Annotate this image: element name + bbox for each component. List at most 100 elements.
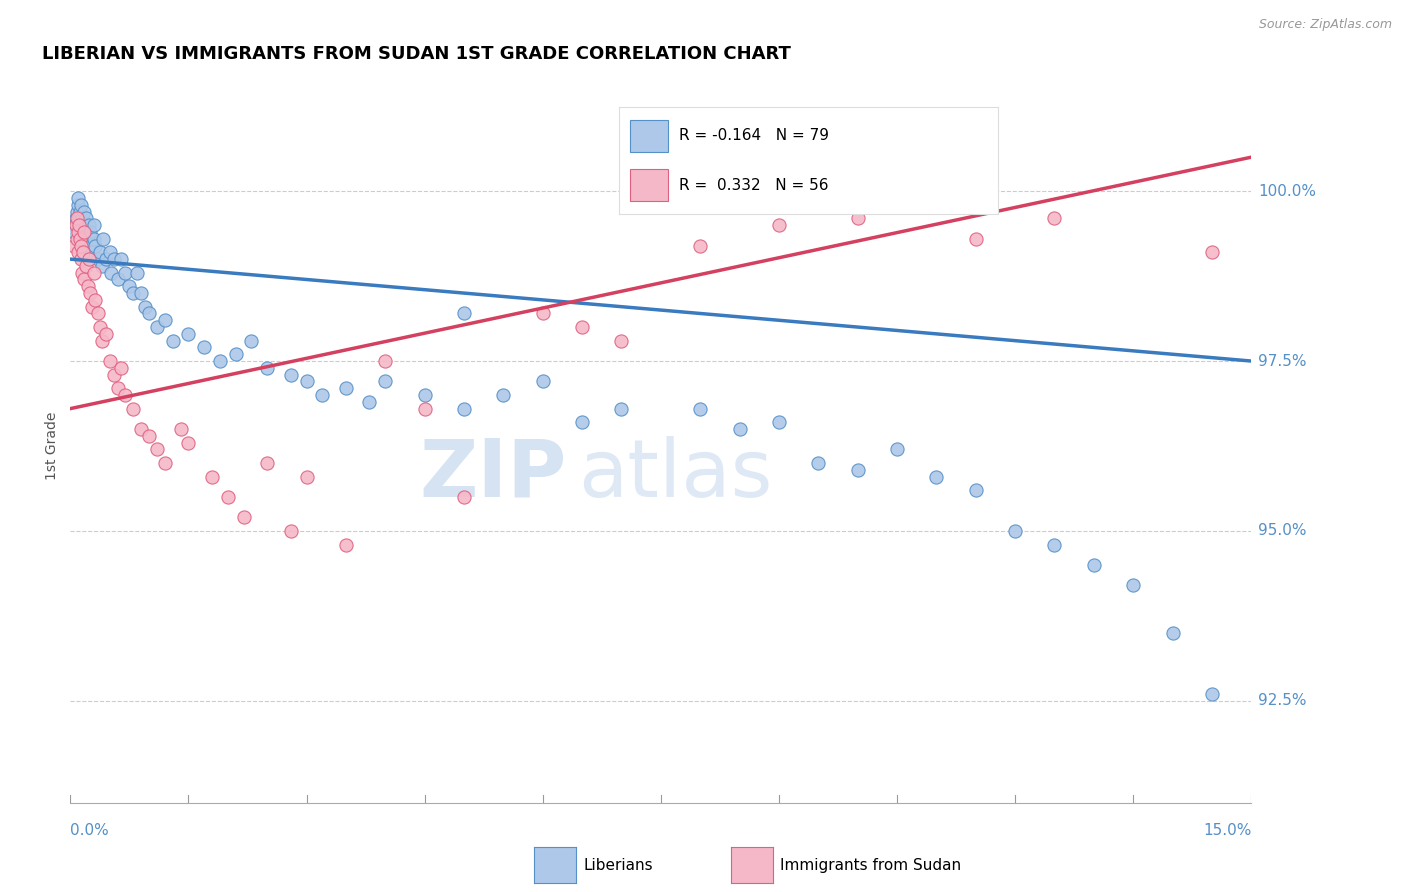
Point	[1043, 211, 1066, 226]
Point	[67, 191, 90, 205]
Point	[66, 211, 89, 226]
Point	[67, 198, 90, 212]
Point	[65, 232, 87, 246]
Point	[72, 245, 94, 260]
Point	[83, 266, 105, 280]
Point	[79, 225, 101, 239]
Point	[70, 266, 93, 280]
Point	[94, 326, 117, 341]
Point	[82, 300, 104, 314]
Point	[80, 238, 103, 252]
Point	[768, 415, 790, 429]
Point	[77, 252, 100, 266]
Point	[73, 204, 96, 219]
Point	[134, 300, 156, 314]
Point	[217, 490, 239, 504]
Point	[1201, 245, 1223, 260]
Point	[93, 232, 115, 246]
Point	[374, 375, 396, 389]
Point	[84, 238, 107, 252]
Point	[846, 463, 869, 477]
Point	[73, 232, 96, 246]
Text: Liberians: Liberians	[583, 858, 654, 872]
Text: R =  0.332   N = 56: R = 0.332 N = 56	[679, 178, 830, 193]
Point	[77, 218, 100, 232]
Point	[177, 435, 200, 450]
Point	[75, 259, 97, 273]
Text: Source: ZipAtlas.com: Source: ZipAtlas.com	[1258, 18, 1392, 31]
Point	[925, 469, 948, 483]
Point	[98, 354, 121, 368]
Text: atlas: atlas	[578, 435, 772, 514]
Point	[118, 279, 141, 293]
Point	[122, 286, 145, 301]
Y-axis label: 1st Grade: 1st Grade	[45, 412, 59, 480]
Point	[280, 368, 302, 382]
Point	[146, 320, 169, 334]
Point	[76, 232, 98, 246]
Point	[70, 211, 93, 226]
Point	[82, 245, 104, 260]
Point	[90, 259, 112, 273]
Point	[453, 401, 475, 416]
Point	[89, 320, 111, 334]
Point	[453, 490, 475, 504]
Point	[413, 388, 436, 402]
Point	[256, 456, 278, 470]
Point	[1161, 626, 1184, 640]
Point	[63, 225, 86, 239]
Point	[768, 218, 790, 232]
Point	[846, 211, 869, 226]
Point	[146, 442, 169, 457]
Bar	[630, 120, 668, 152]
Point	[129, 286, 152, 301]
Point	[69, 252, 91, 266]
Point	[138, 429, 160, 443]
Point	[208, 354, 231, 368]
Point	[225, 347, 247, 361]
Point	[1201, 687, 1223, 701]
Point	[65, 218, 87, 232]
Point	[67, 218, 90, 232]
Point	[256, 360, 278, 375]
Point	[129, 422, 152, 436]
Point	[83, 232, 105, 246]
Point	[103, 368, 125, 382]
Text: 92.5%: 92.5%	[1258, 693, 1306, 708]
Point	[571, 320, 593, 334]
Point	[122, 401, 145, 416]
Point	[177, 326, 200, 341]
Point	[107, 381, 129, 395]
Point	[70, 198, 93, 212]
Point	[73, 225, 96, 239]
Point	[138, 306, 160, 320]
Point	[1004, 524, 1026, 538]
Point	[76, 279, 98, 293]
Point	[70, 225, 93, 239]
Text: 15.0%: 15.0%	[1204, 823, 1251, 838]
Point	[531, 375, 554, 389]
Point	[1122, 578, 1144, 592]
Text: 97.5%: 97.5%	[1258, 353, 1306, 368]
Point	[965, 232, 987, 246]
Point	[73, 272, 96, 286]
Point	[169, 422, 191, 436]
Point	[107, 272, 129, 286]
Point	[67, 225, 90, 239]
Point	[70, 238, 93, 252]
Point	[886, 442, 908, 457]
Point	[67, 245, 90, 260]
Point	[311, 388, 333, 402]
Point	[98, 245, 121, 260]
Point	[65, 204, 87, 219]
Point	[65, 211, 87, 226]
Point	[610, 334, 633, 348]
Bar	[630, 169, 668, 202]
Point	[453, 306, 475, 320]
Point	[492, 388, 515, 402]
Point	[73, 218, 96, 232]
Point	[374, 354, 396, 368]
Point	[127, 266, 149, 280]
Point	[114, 266, 136, 280]
Point	[689, 238, 711, 252]
